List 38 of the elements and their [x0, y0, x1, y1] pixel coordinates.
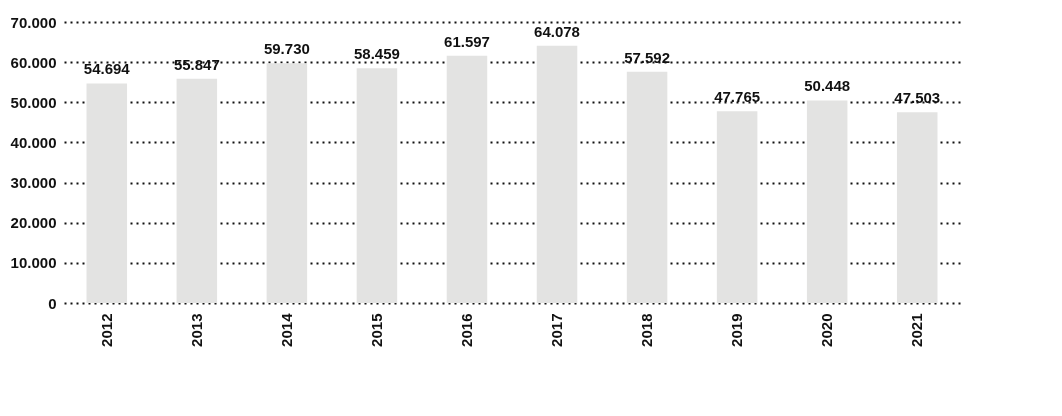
data-label: 50.448 [804, 77, 851, 95]
bar [716, 111, 758, 303]
data-label: 61.597 [444, 32, 490, 50]
data-label: 47.765 [714, 88, 761, 106]
data-label: 58.459 [353, 45, 400, 63]
x-tick-label: 2018 [638, 313, 656, 347]
data-label: 57.592 [624, 48, 671, 66]
bar [896, 112, 938, 303]
bar [356, 68, 398, 303]
data-label: 64.078 [534, 22, 580, 40]
bar [536, 45, 578, 303]
y-tick-label: 70.000 [10, 13, 57, 31]
data-label: 59.730 [263, 40, 310, 58]
data-label: 54.694 [83, 60, 131, 78]
bar [626, 71, 668, 303]
y-tick-label: 10.000 [10, 254, 57, 272]
data-label: 47.503 [894, 89, 941, 107]
bar [266, 63, 308, 303]
bar [806, 100, 848, 303]
x-tick-label: 2021 [908, 313, 926, 347]
x-tick-label: 2020 [818, 313, 836, 347]
bar [176, 78, 218, 303]
bar [86, 83, 128, 303]
y-tick-label: 0 [48, 294, 57, 312]
y-tick-label: 20.000 [10, 214, 57, 232]
data-label: 55.847 [173, 55, 220, 73]
x-tick-label: 2014 [277, 312, 295, 347]
y-tick-label: 40.000 [10, 133, 57, 151]
x-tick-label: 2019 [728, 313, 746, 347]
x-tick-label: 2016 [457, 313, 475, 347]
y-tick-label: 50.000 [10, 93, 57, 111]
x-tick-label: 2015 [367, 313, 385, 347]
y-tick-label: 30.000 [10, 174, 57, 192]
x-tick-label: 2017 [548, 313, 566, 347]
x-tick-label: 2012 [97, 313, 115, 347]
y-tick-label: 60.000 [10, 53, 57, 71]
x-tick-label: 2013 [187, 313, 205, 347]
bar [446, 55, 488, 303]
